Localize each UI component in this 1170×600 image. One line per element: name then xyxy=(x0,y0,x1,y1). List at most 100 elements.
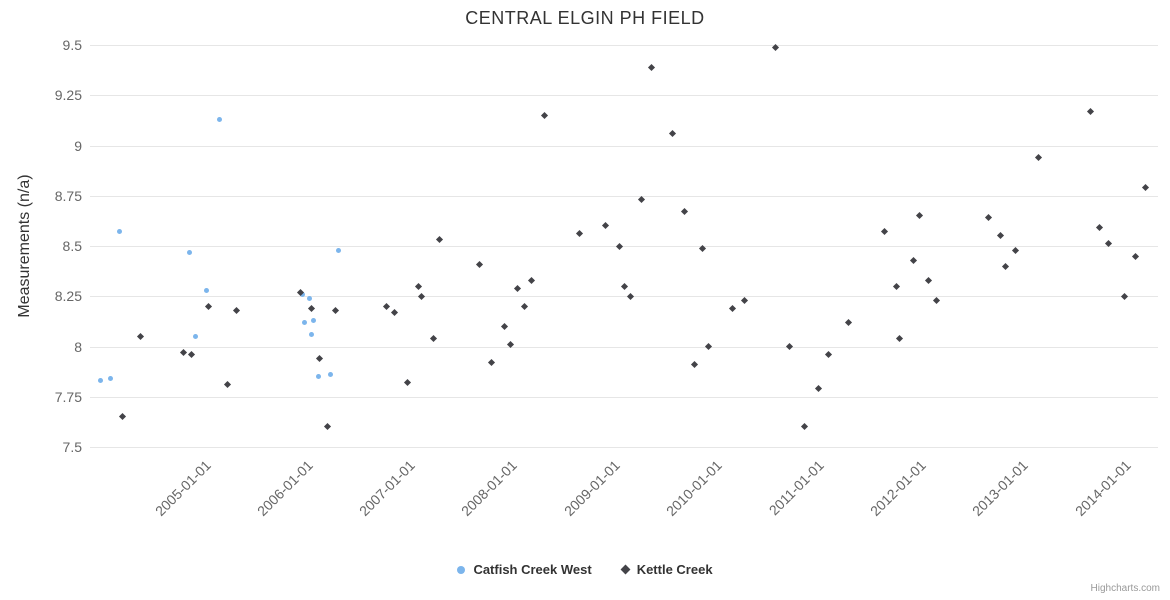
x-axis-label-text: 2005-01-01 xyxy=(151,457,214,519)
data-point-kettle-creek[interactable] xyxy=(331,306,339,314)
data-point-kettle-creek[interactable] xyxy=(404,379,412,387)
data-point-kettle-creek[interactable] xyxy=(984,214,992,222)
data-point-catfish-creek-west[interactable] xyxy=(107,376,113,382)
data-point-kettle-creek[interactable] xyxy=(932,296,940,304)
data-point-kettle-creek[interactable] xyxy=(681,208,689,216)
data-point-kettle-creek[interactable] xyxy=(232,306,240,314)
data-point-kettle-creek[interactable] xyxy=(895,334,903,342)
data-point-kettle-creek[interactable] xyxy=(1034,154,1042,162)
data-point-catfish-creek-west[interactable] xyxy=(335,247,341,253)
data-point-kettle-creek[interactable] xyxy=(825,350,833,359)
data-point-catfish-creek-west[interactable] xyxy=(309,331,315,337)
data-point-kettle-creek[interactable] xyxy=(205,302,213,310)
data-point-kettle-creek[interactable] xyxy=(382,302,390,310)
data-point-kettle-creek[interactable] xyxy=(1012,246,1020,254)
data-point-catfish-creek-west[interactable] xyxy=(316,374,322,380)
data-point-kettle-creek[interactable] xyxy=(785,342,793,351)
data-point-kettle-creek[interactable] xyxy=(1120,292,1128,300)
data-point-kettle-creek[interactable] xyxy=(323,423,331,431)
y-axis-label: 8.25 xyxy=(54,288,82,305)
y-axis-label: 8.5 xyxy=(62,238,82,254)
data-point-kettle-creek[interactable] xyxy=(575,230,584,238)
gridline xyxy=(90,95,1158,97)
data-point-kettle-creek[interactable] xyxy=(179,348,187,357)
x-axis-label-text: 2014-01-01 xyxy=(1071,457,1134,519)
data-point-kettle-creek[interactable] xyxy=(620,282,629,290)
y-axis-label: 8.75 xyxy=(54,187,82,204)
data-point-kettle-creek[interactable] xyxy=(1002,262,1010,270)
data-point-kettle-creek[interactable] xyxy=(475,260,483,268)
data-point-kettle-creek[interactable] xyxy=(513,284,521,292)
data-point-kettle-creek[interactable] xyxy=(924,276,932,284)
data-point-catfish-creek-west[interactable] xyxy=(327,372,333,378)
data-point-kettle-creek[interactable] xyxy=(316,355,324,363)
data-point-kettle-creek[interactable] xyxy=(308,304,316,312)
data-point-kettle-creek[interactable] xyxy=(615,242,623,250)
data-point-kettle-creek[interactable] xyxy=(880,228,888,236)
data-point-kettle-creek[interactable] xyxy=(224,381,232,389)
data-point-catfish-creek-west[interactable] xyxy=(217,116,223,122)
data-point-catfish-creek-west[interactable] xyxy=(307,295,313,301)
data-point-kettle-creek[interactable] xyxy=(488,359,496,367)
data-point-kettle-creek[interactable] xyxy=(638,196,646,204)
data-point-kettle-creek[interactable] xyxy=(187,350,195,359)
data-point-kettle-creek[interactable] xyxy=(391,308,399,316)
data-point-kettle-creek[interactable] xyxy=(997,232,1005,240)
data-point-kettle-creek[interactable] xyxy=(501,322,509,330)
data-point-catfish-creek-west[interactable] xyxy=(300,291,306,297)
x-axis-label-text: 2009-01-01 xyxy=(560,457,623,519)
data-point-kettle-creek[interactable] xyxy=(647,63,655,71)
credits-link[interactable]: Highcharts.com xyxy=(1090,583,1160,594)
data-point-kettle-creek[interactable] xyxy=(119,413,127,421)
data-point-kettle-creek[interactable] xyxy=(1096,224,1104,232)
gridline xyxy=(90,346,1158,348)
data-point-kettle-creek[interactable] xyxy=(892,282,900,290)
data-point-kettle-creek[interactable] xyxy=(1131,252,1140,260)
data-point-catfish-creek-west[interactable] xyxy=(302,319,308,325)
y-axis-label: 8 xyxy=(74,338,82,355)
x-axis-label-text: 2010-01-01 xyxy=(662,457,725,519)
data-point-kettle-creek[interactable] xyxy=(417,292,425,300)
data-point-catfish-creek-west[interactable] xyxy=(311,317,317,323)
x-axis-label-text: 2006-01-01 xyxy=(253,457,316,519)
data-point-kettle-creek[interactable] xyxy=(740,296,748,304)
data-point-kettle-creek[interactable] xyxy=(1087,107,1095,115)
data-point-kettle-creek[interactable] xyxy=(916,212,924,220)
data-point-kettle-creek[interactable] xyxy=(435,236,444,244)
data-point-kettle-creek[interactable] xyxy=(527,276,536,284)
data-point-catfish-creek-west[interactable] xyxy=(117,229,123,235)
data-point-kettle-creek[interactable] xyxy=(668,129,677,137)
data-point-catfish-creek-west[interactable] xyxy=(192,333,198,339)
legend-item-kettle-creek[interactable]: Kettle Creek xyxy=(620,562,713,577)
data-point-catfish-creek-west[interactable] xyxy=(204,287,209,293)
data-point-kettle-creek[interactable] xyxy=(844,318,852,326)
data-point-catfish-creek-west[interactable] xyxy=(186,249,192,255)
data-point-kettle-creek[interactable] xyxy=(601,222,609,230)
y-axis-label: 7.5 xyxy=(62,439,82,455)
data-point-kettle-creek[interactable] xyxy=(815,385,823,393)
data-point-kettle-creek[interactable] xyxy=(429,334,437,342)
gridline xyxy=(90,45,1158,46)
legend-label: Kettle Creek xyxy=(636,562,713,577)
gridline xyxy=(90,447,1158,448)
data-point-kettle-creek[interactable] xyxy=(800,423,808,431)
legend-item-catfish-creek-west[interactable]: Catfish Creek West xyxy=(457,562,592,577)
data-point-kettle-creek[interactable] xyxy=(1142,184,1150,192)
data-point-kettle-creek[interactable] xyxy=(541,111,549,119)
data-point-kettle-creek[interactable] xyxy=(729,304,737,312)
data-point-catfish-creek-west[interactable] xyxy=(97,378,103,384)
x-axis-label-text: 2012-01-01 xyxy=(867,457,930,519)
data-point-kettle-creek[interactable] xyxy=(910,256,918,264)
data-point-kettle-creek[interactable] xyxy=(414,282,422,290)
data-point-kettle-creek[interactable] xyxy=(704,342,712,351)
data-point-kettle-creek[interactable] xyxy=(136,332,144,340)
data-point-kettle-creek[interactable] xyxy=(520,302,528,310)
legend-label: Catfish Creek West xyxy=(473,562,592,577)
data-point-kettle-creek[interactable] xyxy=(690,361,698,369)
x-axis-label-text: 2008-01-01 xyxy=(458,457,521,519)
data-point-kettle-creek[interactable] xyxy=(627,292,635,300)
y-axis-label: 9.5 xyxy=(62,37,82,53)
y-axis-label: 9 xyxy=(74,137,82,154)
gridline xyxy=(90,195,1158,197)
